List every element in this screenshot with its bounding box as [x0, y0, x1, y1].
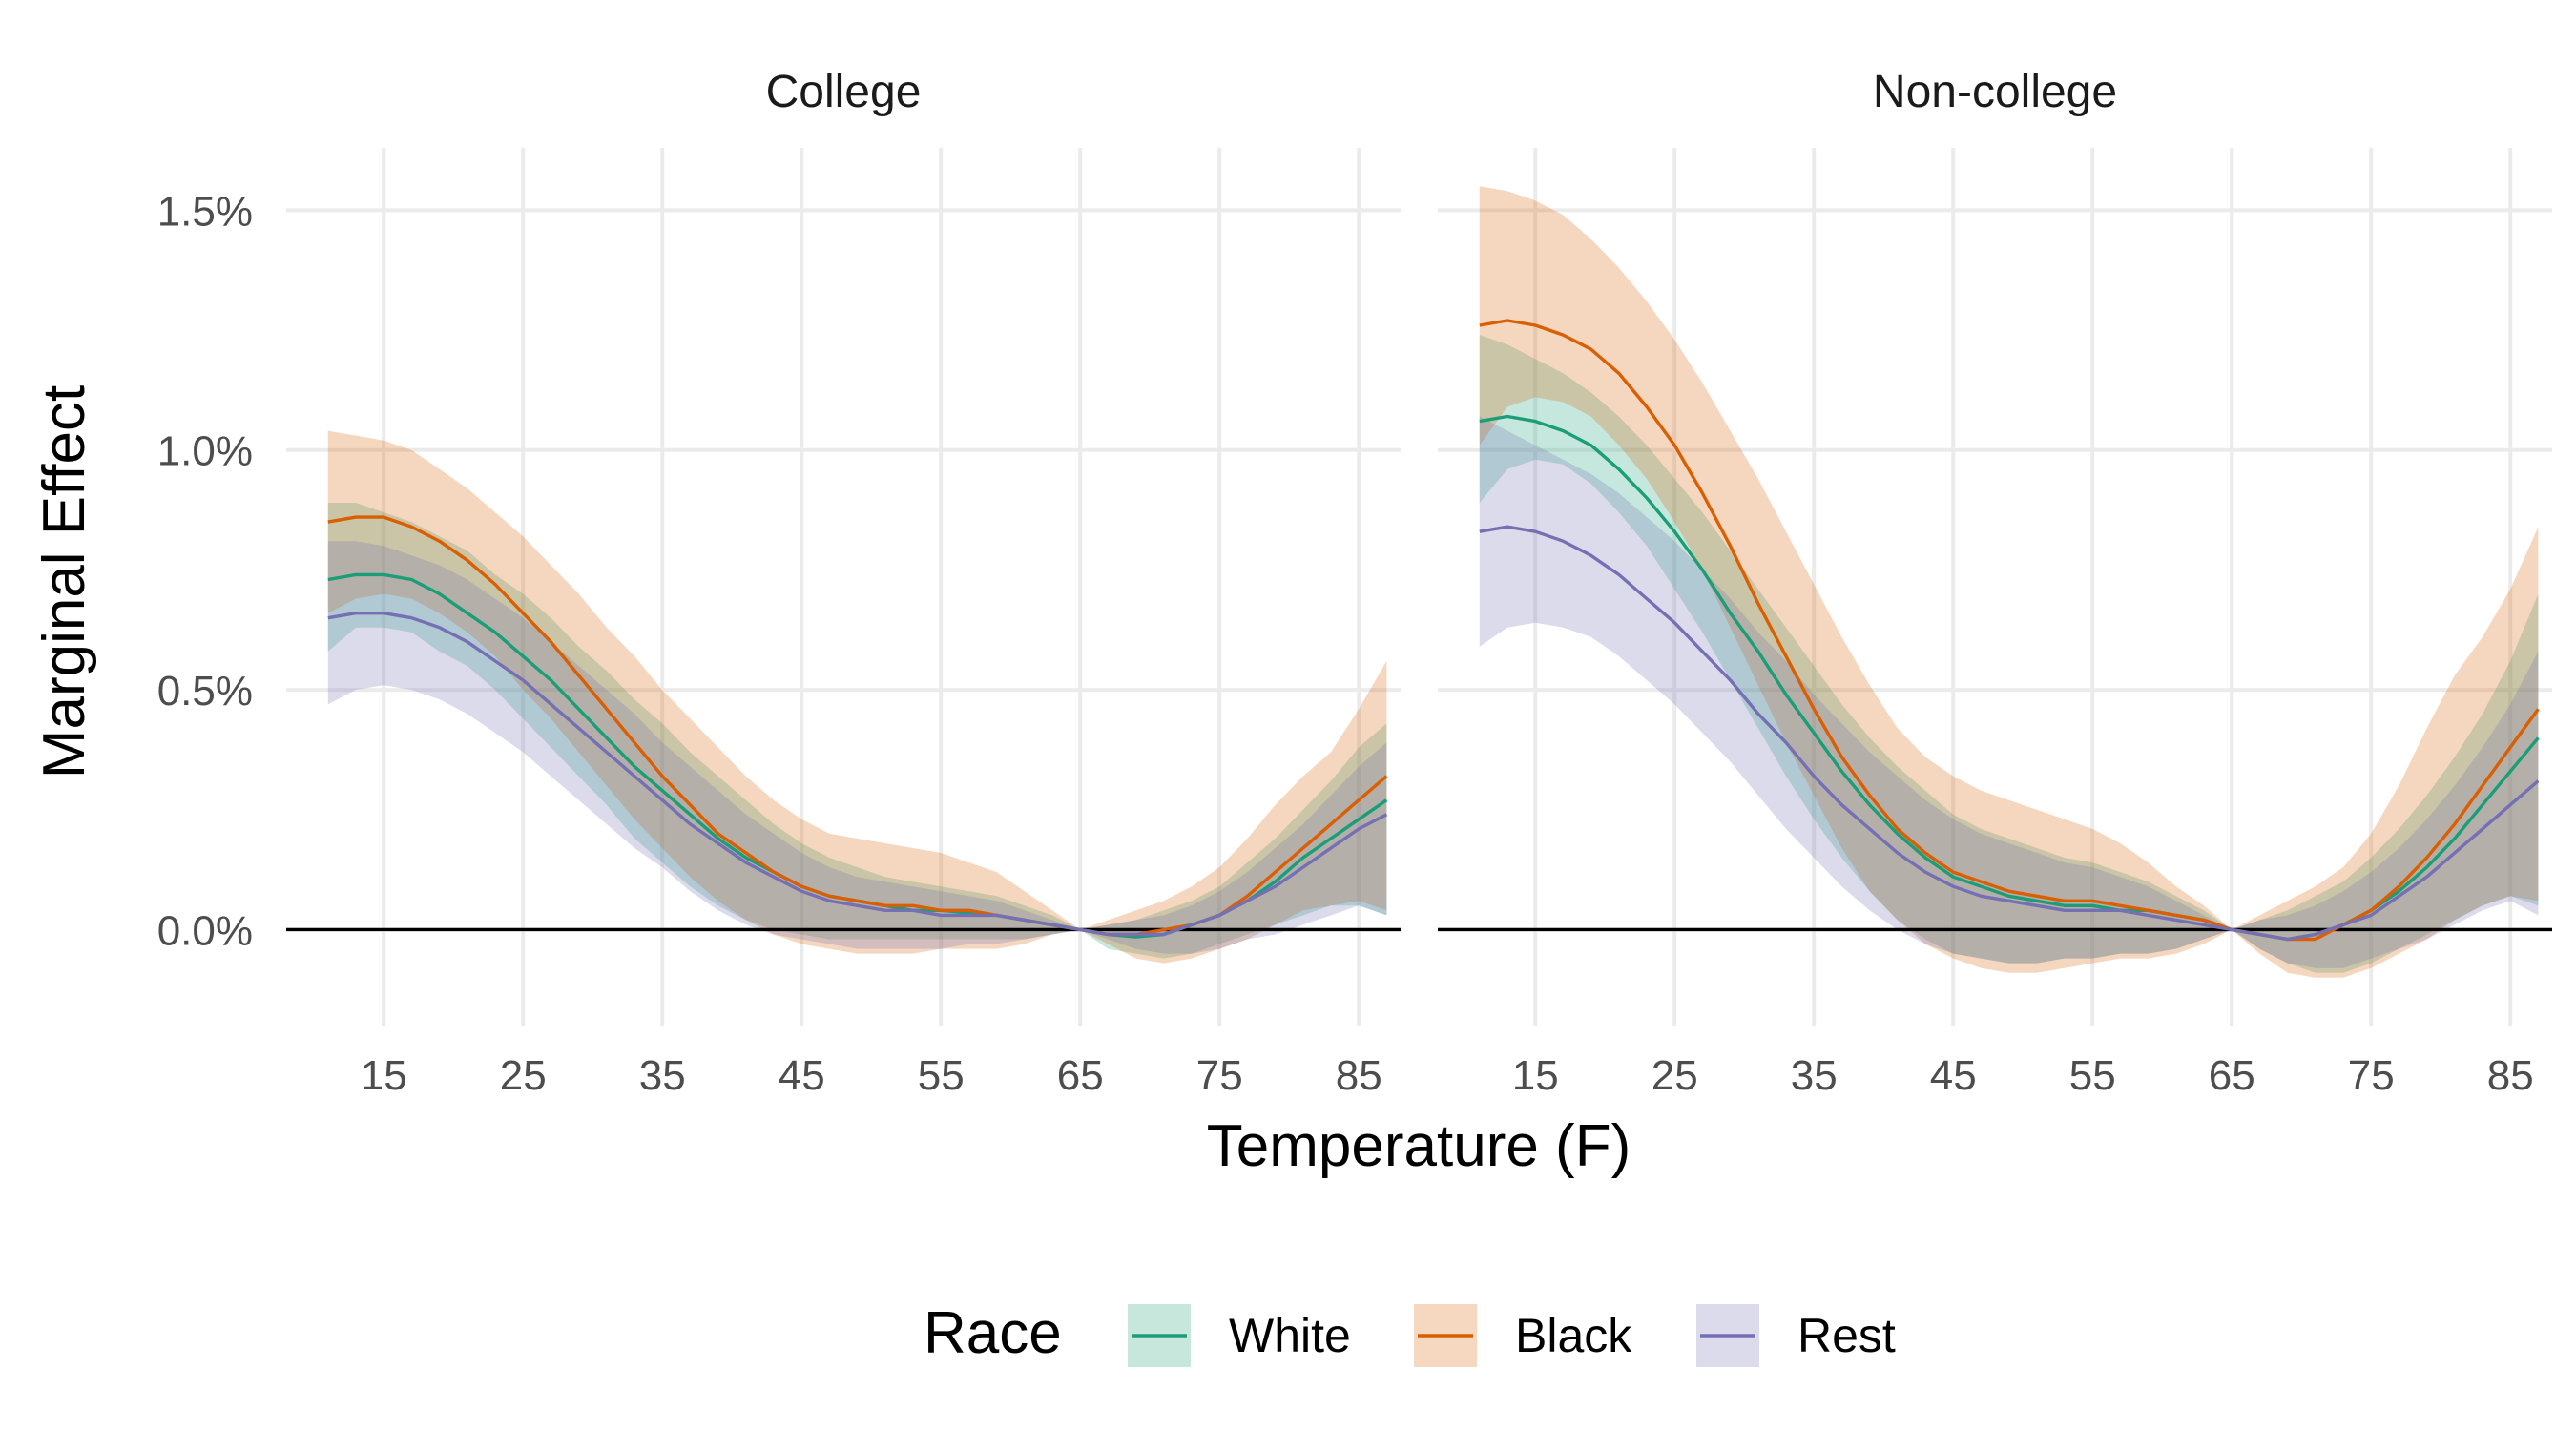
x-tick-label: 35	[1791, 1052, 1838, 1099]
x-tick-label: 45	[779, 1052, 825, 1099]
legend-item-black: Black	[1414, 1304, 1632, 1367]
x-tick-label: 75	[1196, 1052, 1243, 1099]
line-rest	[327, 612, 1388, 937]
line-rest	[1479, 525, 2540, 942]
legend-label: White	[1229, 1309, 1351, 1362]
x-tick-label: 55	[918, 1052, 965, 1099]
panel-non-college: Non-college 15 25 35 45 55 65 75 85	[1438, 67, 2552, 1099]
x-tick-label: 25	[1652, 1052, 1698, 1099]
y-tick-label: 1.5%	[157, 188, 253, 235]
facet-panels: College 15 25 35 45 55 65 75 85 0.0% 0.5% 1.0% 1.5% N…	[157, 67, 2552, 1099]
x-axis-title: Temperature (F)	[1207, 1113, 1631, 1179]
y-axis-title: Marginal Effect	[31, 385, 97, 778]
ribbon-rest	[327, 541, 1387, 954]
facet-strip-label: Non-college	[1873, 67, 2117, 117]
line-black	[1479, 319, 2540, 942]
y-tick-label: 1.0%	[157, 428, 253, 475]
x-tick-label: 45	[1930, 1052, 1977, 1099]
ribbon-white	[327, 503, 1387, 959]
y-axis-ticks: 0.0% 0.5% 1.0% 1.5%	[157, 188, 253, 954]
ribbons	[1479, 186, 2539, 978]
panel-college: College 15 25 35 45 55 65 75 85 0.0% 0.5% 1.0% 1.5%	[157, 67, 1401, 1099]
legend: Race White Black Rest	[924, 1300, 1896, 1367]
legend-title: Race	[924, 1300, 1062, 1366]
gridlines	[1438, 148, 2552, 1026]
gridlines	[286, 148, 1401, 1026]
ribbon-black	[1479, 186, 2539, 978]
x-tick-label: 15	[361, 1052, 407, 1099]
x-tick-label: 75	[2348, 1052, 2395, 1099]
legend-label: Rest	[1797, 1309, 1896, 1362]
series-lines	[1479, 319, 2540, 942]
x-axis-ticks: 15 25 35 45 55 65 75 85	[1512, 1052, 2534, 1099]
x-tick-label: 65	[1057, 1052, 1104, 1099]
x-tick-label: 85	[1336, 1052, 1382, 1099]
series-lines	[327, 515, 1388, 939]
legend-item-white: White	[1128, 1304, 1351, 1367]
legend-label: Black	[1515, 1309, 1632, 1362]
ribbons	[327, 430, 1387, 964]
y-tick-label: 0.5%	[157, 668, 253, 715]
x-tick-label: 85	[2487, 1052, 2534, 1099]
x-tick-label: 25	[500, 1052, 547, 1099]
x-axis-ticks: 15 25 35 45 55 65 75 85	[361, 1052, 1382, 1099]
x-tick-label: 65	[2209, 1052, 2255, 1099]
facet-strip-label: College	[766, 67, 922, 117]
y-tick-label: 0.0%	[157, 907, 253, 954]
x-tick-label: 15	[1512, 1052, 1559, 1099]
ribbon-white	[1479, 335, 2539, 973]
x-tick-label: 35	[639, 1052, 686, 1099]
ribbon-rest	[1479, 416, 2539, 968]
legend-item-rest: Rest	[1696, 1304, 1896, 1367]
x-tick-label: 55	[2069, 1052, 2116, 1099]
ribbon-black	[327, 430, 1387, 964]
